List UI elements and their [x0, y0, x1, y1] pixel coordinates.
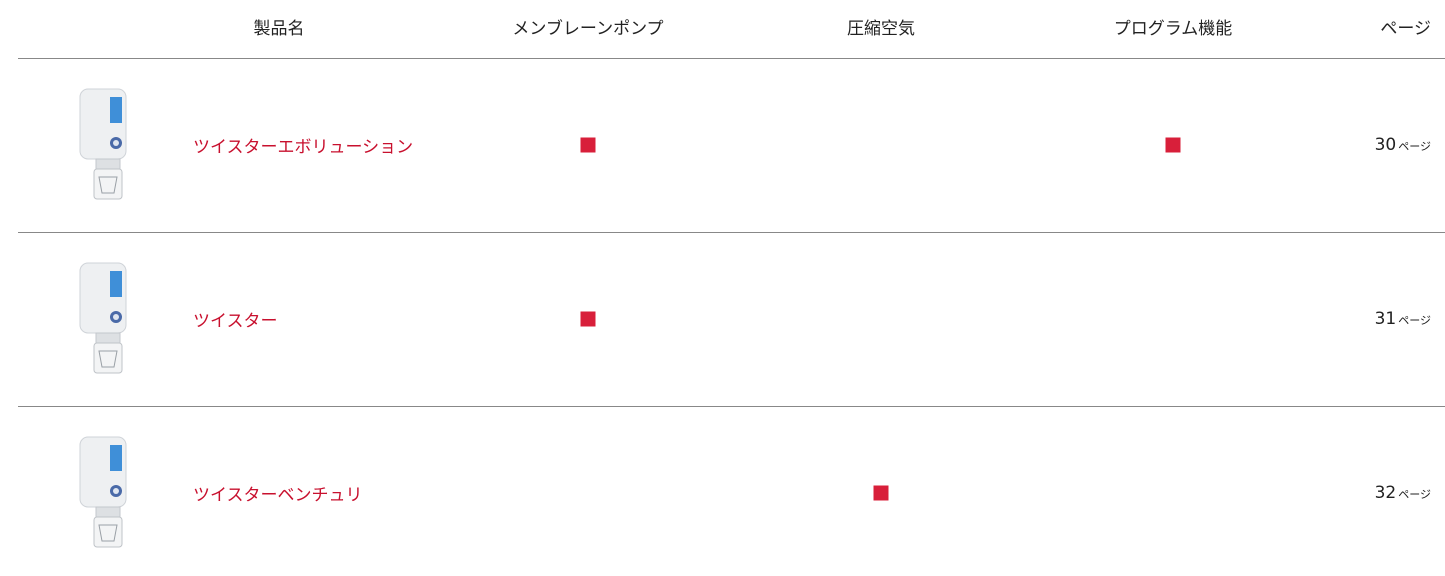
page-unit: ページ [1398, 140, 1431, 153]
feature-mark [1165, 137, 1181, 153]
row-rule [18, 232, 1445, 233]
product-image [72, 87, 136, 203]
page-ref: 31 ページ [1375, 309, 1431, 329]
page-number: 32 [1374, 483, 1397, 503]
page-unit: ページ [1398, 488, 1431, 501]
product-image [72, 261, 136, 377]
feature-mark [580, 311, 596, 327]
column-header: メンブレーンポンプ [512, 19, 664, 39]
row-rule [18, 406, 1445, 407]
page-ref: 32 ページ [1375, 483, 1431, 503]
product-image [72, 435, 136, 551]
page-number: 31 [1374, 309, 1397, 329]
product-name: ツイスターベンチュリ [193, 485, 363, 506]
feature-mark [580, 137, 596, 153]
feature-mark [873, 485, 889, 501]
header-rule [18, 58, 1445, 59]
column-header: ページ [1380, 19, 1431, 39]
page-number: 30 [1374, 135, 1397, 155]
column-header: プログラム機能 [1113, 19, 1233, 39]
page-ref: 30 ページ [1375, 135, 1431, 155]
column-header: 圧縮空気 [847, 19, 915, 39]
column-header: 製品名 [253, 19, 305, 39]
product-name: ツイスターエボリューション [193, 137, 414, 158]
page-unit: ページ [1398, 314, 1431, 327]
product-name: ツイスター [193, 311, 278, 332]
